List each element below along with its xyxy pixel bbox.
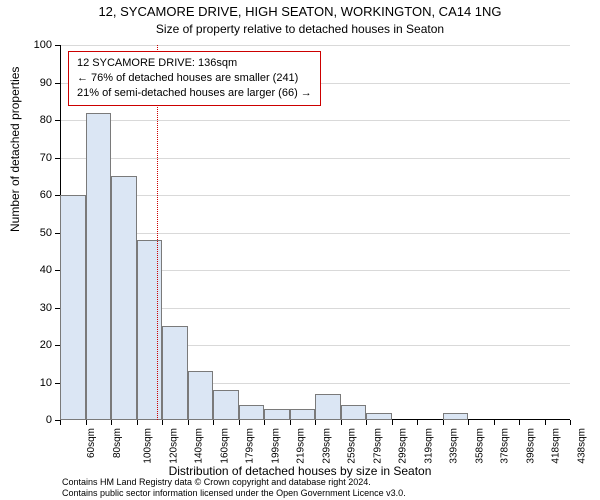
xtick-mark: [366, 420, 367, 425]
xtick-mark: [443, 420, 444, 425]
ytick-label: 80: [12, 114, 52, 126]
ytick-mark: [55, 270, 60, 271]
xtick-mark: [468, 420, 469, 425]
xtick-label: 319sqm: [423, 428, 434, 464]
ytick-mark: [55, 195, 60, 196]
bar: [239, 405, 265, 420]
info-line-2: ← 76% of detached houses are smaller (24…: [77, 71, 312, 86]
xtick-label: 120sqm: [168, 428, 179, 464]
xtick-label: 100sqm: [143, 428, 154, 464]
ytick-mark: [55, 120, 60, 121]
xtick-label: 378sqm: [500, 428, 511, 464]
y-axis-label-text: Number of detached properties: [8, 67, 22, 232]
ytick-label: 30: [12, 302, 52, 314]
ytick-label: 0: [12, 414, 52, 426]
info-box: 12 SYCAMORE DRIVE: 136sqm ← 76% of detac…: [68, 51, 321, 106]
xtick-label: 239sqm: [321, 428, 332, 464]
xtick-mark: [188, 420, 189, 425]
xtick-label: 219sqm: [296, 428, 307, 464]
bar: [188, 371, 214, 420]
ytick-mark: [55, 308, 60, 309]
xtick-mark: [264, 420, 265, 425]
xtick-label: 140sqm: [194, 428, 205, 464]
ytick-mark: [55, 233, 60, 234]
credits-line-1: Contains HM Land Registry data © Crown c…: [62, 477, 406, 487]
xtick-label: 398sqm: [525, 428, 536, 464]
xtick-mark: [341, 420, 342, 425]
bar: [315, 394, 341, 420]
ytick-label: 20: [12, 339, 52, 351]
bar: [162, 326, 188, 420]
xtick-mark: [60, 420, 61, 425]
bar: [443, 413, 469, 421]
ytick-label: 40: [12, 264, 52, 276]
x-axis-label: Distribution of detached houses by size …: [0, 464, 600, 478]
bar: [290, 409, 316, 420]
xtick-label: 160sqm: [219, 428, 230, 464]
y-axis-label: Number of detached properties: [8, 67, 22, 232]
bar: [341, 405, 367, 420]
ytick-mark: [55, 158, 60, 159]
plot-area: 12 SYCAMORE DRIVE: 136sqm ← 76% of detac…: [60, 45, 570, 420]
xtick-label: 179sqm: [245, 428, 256, 464]
ytick-label: 90: [12, 77, 52, 89]
bar: [213, 390, 239, 420]
xtick-mark: [494, 420, 495, 425]
bar: [137, 240, 163, 420]
ytick-label: 70: [12, 152, 52, 164]
info-line-3: 21% of semi-detached houses are larger (…: [77, 86, 312, 101]
xtick-mark: [162, 420, 163, 425]
xtick-mark: [111, 420, 112, 425]
bar: [264, 409, 290, 420]
xtick-label: 279sqm: [372, 428, 383, 464]
xtick-label: 80sqm: [112, 428, 123, 458]
ytick-mark: [55, 45, 60, 46]
xtick-mark: [545, 420, 546, 425]
ytick-mark: [55, 383, 60, 384]
xtick-label: 259sqm: [347, 428, 358, 464]
ytick-label: 50: [12, 227, 52, 239]
bar: [111, 176, 137, 420]
xtick-label: 299sqm: [398, 428, 409, 464]
chart-subtitle: Size of property relative to detached ho…: [0, 22, 600, 36]
xtick-mark: [86, 420, 87, 425]
xtick-mark: [570, 420, 571, 425]
xtick-mark: [315, 420, 316, 425]
credits: Contains HM Land Registry data © Crown c…: [62, 477, 406, 498]
chart-container: 12, SYCAMORE DRIVE, HIGH SEATON, WORKING…: [0, 0, 600, 500]
info-line-1: 12 SYCAMORE DRIVE: 136sqm: [77, 56, 312, 71]
xtick-mark: [239, 420, 240, 425]
xtick-label: 358sqm: [474, 428, 485, 464]
ytick-label: 100: [12, 39, 52, 51]
xtick-mark: [213, 420, 214, 425]
xtick-label: 438sqm: [576, 428, 587, 464]
xtick-mark: [417, 420, 418, 425]
ytick-label: 10: [12, 377, 52, 389]
xtick-label: 199sqm: [270, 428, 281, 464]
ytick-mark: [55, 345, 60, 346]
bar: [366, 413, 392, 421]
bar: [86, 113, 112, 421]
bar: [60, 195, 86, 420]
xtick-label: 418sqm: [551, 428, 562, 464]
xtick-label: 60sqm: [86, 428, 97, 458]
xtick-mark: [290, 420, 291, 425]
ytick-mark: [55, 83, 60, 84]
xtick-mark: [519, 420, 520, 425]
xtick-label: 339sqm: [449, 428, 460, 464]
chart-title: 12, SYCAMORE DRIVE, HIGH SEATON, WORKING…: [0, 4, 600, 19]
credits-line-2: Contains public sector information licen…: [62, 488, 406, 498]
xtick-mark: [137, 420, 138, 425]
xtick-mark: [392, 420, 393, 425]
ytick-label: 60: [12, 189, 52, 201]
